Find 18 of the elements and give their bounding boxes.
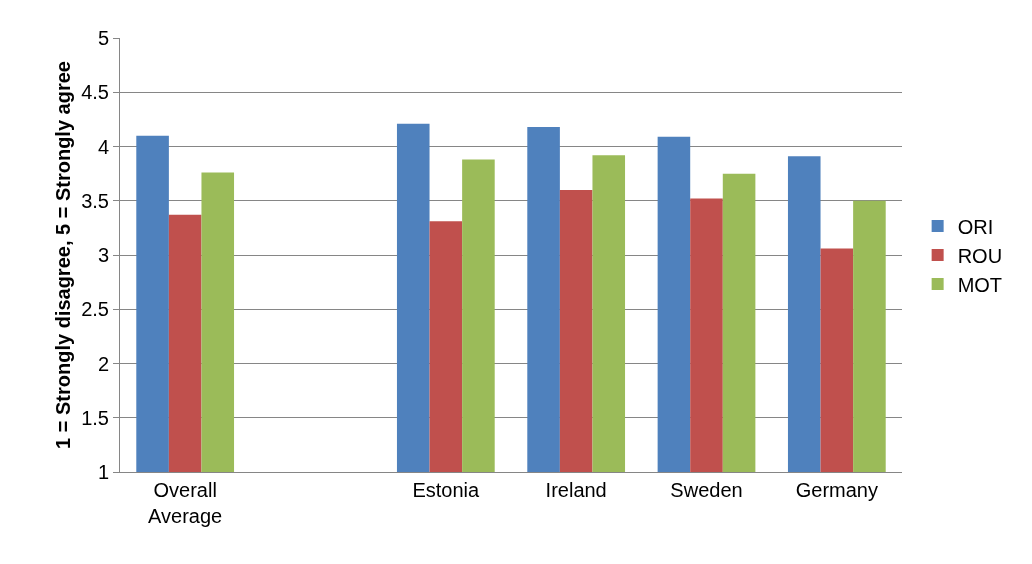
legend-label: MOT — [957, 273, 1003, 296]
x-tick-label: Ireland — [545, 479, 607, 501]
x-tick-label: Sweden — [670, 479, 743, 501]
y-tick-label: 1.5 — [81, 406, 109, 429]
y-axis-title: 1 = Strongly disagree, 5 = Strongly agree — [52, 61, 74, 449]
x-tick-label: Germany — [795, 479, 878, 501]
y-tick-label: 2.5 — [81, 298, 109, 321]
y-tick-label: 3 — [97, 244, 109, 266]
y-tick-label: 4 — [97, 135, 109, 158]
y-tick-label: 2 — [97, 352, 109, 375]
legend-label: ORI — [957, 215, 994, 238]
y-tick-label: 1 — [97, 461, 109, 483]
y-tick-label: 4.5 — [81, 81, 109, 104]
legend-label: ROU — [957, 244, 1003, 267]
x-tick-label: Estonia — [412, 479, 481, 501]
y-tick-label: 5 — [97, 27, 109, 49]
x-tick-label: Overall Average — [148, 479, 223, 527]
y-tick-label: 3.5 — [81, 189, 109, 212]
